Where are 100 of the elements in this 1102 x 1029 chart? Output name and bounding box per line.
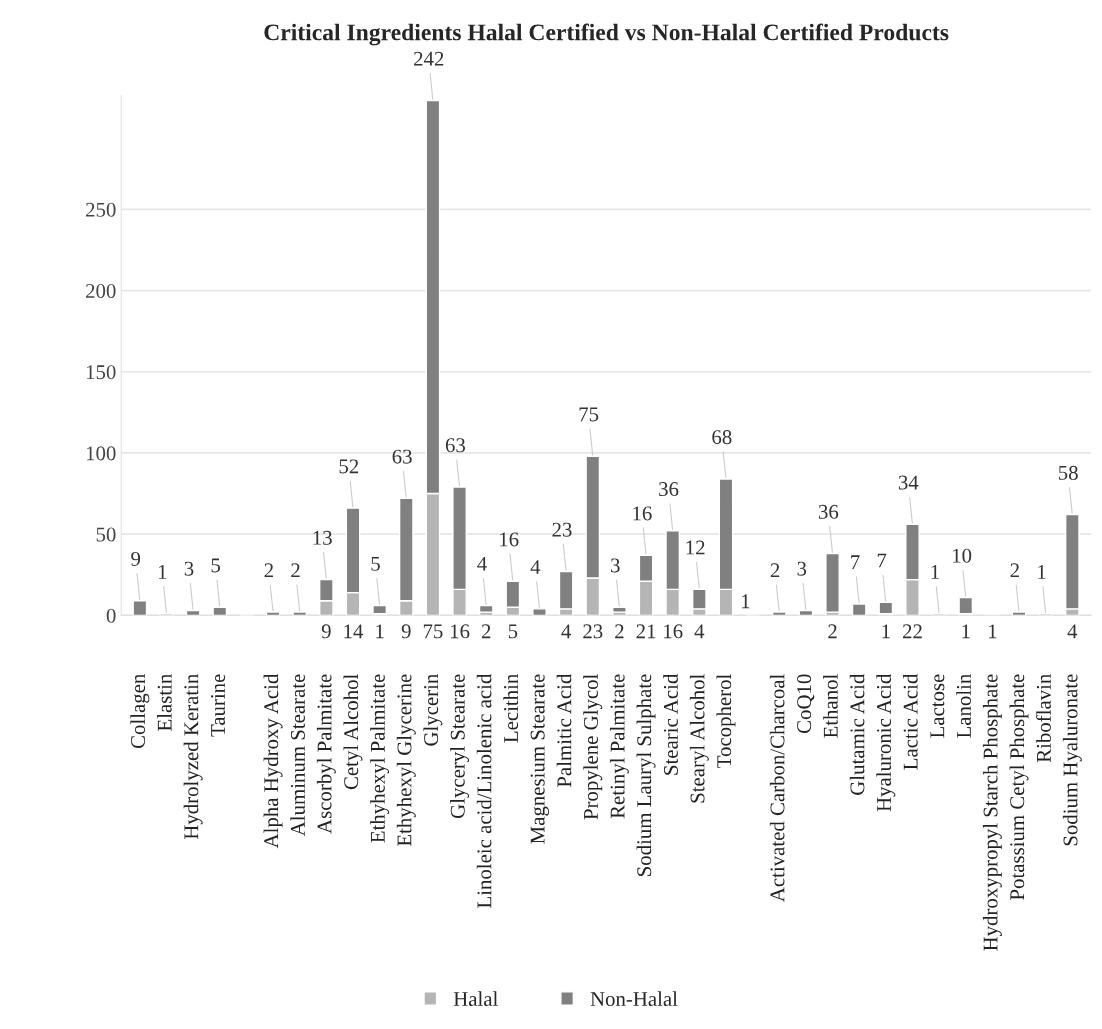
- data-label: 9: [321, 624, 331, 639]
- data-label: 75: [423, 624, 443, 639]
- data-label: 1: [989, 624, 997, 639]
- data-label: 7: [851, 555, 860, 569]
- y-tick-label: 50: [96, 527, 116, 542]
- data-label: 34: [898, 475, 919, 490]
- data-label: 52: [339, 459, 359, 474]
- x-tick-label: Magnesium Stearate: [530, 674, 549, 844]
- data-label: 5: [211, 558, 221, 573]
- x-tick-label: Aluminum Stearate: [290, 674, 305, 837]
- data-label: 4: [561, 624, 572, 639]
- data-label: 2: [828, 624, 837, 639]
- legend-label: Non-Halal: [590, 991, 678, 1007]
- data-label: 75: [579, 407, 599, 422]
- x-tick-label: Stearyl Alcohol: [689, 674, 709, 803]
- y-tick-label: 150: [86, 365, 116, 380]
- x-tick-label: Cetyl Alcohol: [343, 674, 363, 790]
- data-label: 63: [445, 438, 466, 453]
- data-label: 242: [414, 51, 444, 66]
- data-label: 1: [882, 624, 890, 639]
- x-tick-label: Potassium Cetyl Phosphate: [1009, 674, 1029, 900]
- bar: [958, 596, 974, 615]
- x-tick-label: Collagen: [130, 673, 150, 749]
- data-label: 14: [344, 624, 364, 639]
- data-label: 2: [770, 563, 780, 578]
- data-label: 22: [902, 624, 922, 639]
- data-label: 68: [712, 430, 732, 445]
- data-label: 4: [1067, 624, 1078, 639]
- annotation: 1: [742, 594, 750, 609]
- data-label: 3: [797, 561, 807, 576]
- bar: [478, 604, 494, 613]
- data-label: 21: [636, 624, 656, 639]
- x-tick-label: Elastin: [157, 673, 172, 731]
- bar: [612, 606, 627, 613]
- x-tick-label: Propylene Glycol: [583, 674, 603, 820]
- x-tick-label: Riboflavin: [1036, 673, 1051, 763]
- x-tick-label: Hydrolyzed Keratin: [183, 673, 203, 840]
- data-label: 36: [818, 504, 839, 519]
- bar: [825, 552, 840, 613]
- x-tick-label: Glyceryl Stearate: [450, 674, 470, 818]
- chart-title: Critical Ingredients Halal Certified vs Non-Halal Certified Products: [264, 23, 949, 46]
- x-tick-label: Activated Carbon/Charcoal: [769, 674, 785, 902]
- data-label: 23: [552, 522, 572, 537]
- data-label: 2: [615, 624, 624, 639]
- x-tick-label: Retinyl Palmitate: [609, 674, 629, 819]
- data-label: 23: [583, 624, 603, 639]
- y-tick-label: 200: [86, 283, 116, 298]
- x-tick-label: CoQ10: [797, 674, 815, 734]
- data-label: 5: [508, 624, 518, 639]
- bar: [532, 608, 547, 616]
- y-tick-label: 100: [86, 446, 116, 461]
- data-label: 9: [401, 624, 411, 639]
- data-label: 2: [1010, 563, 1019, 578]
- data-label: 1: [376, 624, 384, 639]
- data-label: 4: [694, 624, 705, 639]
- data-label: 3: [184, 561, 194, 576]
- data-label: 16: [500, 532, 519, 547]
- y-tick-label: 0: [106, 608, 116, 623]
- data-label: 12: [686, 540, 705, 555]
- x-tick-label: Tocopherol: [716, 674, 736, 768]
- data-label: 3: [611, 558, 620, 573]
- x-tick-label: Ascorbyl Palmitate: [316, 674, 336, 834]
- data-label: 4: [530, 560, 541, 574]
- data-label: 1: [1038, 564, 1046, 579]
- x-tick-label: Lanolin: [956, 673, 971, 738]
- data-label: 1: [962, 624, 970, 639]
- x-tick-label: Lactose: [930, 674, 945, 738]
- data-label: 2: [264, 563, 273, 578]
- data-label: 16: [450, 624, 470, 639]
- bar: [851, 603, 867, 616]
- x-tick-label: Hydroxypropyl Starch Phosphate: [982, 674, 1002, 951]
- x-tick-label: Glycerin: [423, 673, 443, 746]
- legend-label: Halal: [453, 991, 498, 1007]
- data-label: 36: [659, 482, 679, 497]
- x-tick-label: Hyaluronic Acid: [876, 673, 896, 812]
- x-tick-label: Sodium Lauryl Sulphate: [636, 674, 656, 876]
- bar: [798, 609, 814, 616]
- data-label: 7: [877, 553, 887, 568]
- data-label: 13: [313, 530, 332, 545]
- x-tick-label: Glutamic Acid: [849, 673, 865, 795]
- data-label: 1: [931, 564, 939, 579]
- data-label: 16: [633, 506, 652, 521]
- data-label: 1: [158, 564, 167, 579]
- data-label: 63: [392, 449, 412, 464]
- data-label: 5: [371, 556, 380, 571]
- x-tick-label: Taurine: [211, 674, 226, 737]
- x-tick-label: Lecithin: [503, 673, 519, 743]
- x-tick-label: Linoleic acid/Linolenic acid: [476, 673, 492, 908]
- x-tick-label: Ethyhexyl Palmitate: [370, 674, 390, 843]
- data-label: 16: [664, 624, 683, 639]
- bar: [132, 600, 148, 616]
- x-tick-label: Stearic Acid: [663, 673, 678, 775]
- bar: [185, 609, 201, 616]
- data-label: 9: [131, 551, 141, 566]
- data-label: 4: [477, 556, 487, 571]
- x-tick-label: Ethanol: [823, 674, 838, 738]
- bar: [212, 606, 228, 616]
- data-label: 2: [291, 563, 300, 578]
- x-tick-label: Sodium Hyaluronate: [1062, 674, 1082, 846]
- x-tick-label: Lactic Acid: [903, 673, 918, 770]
